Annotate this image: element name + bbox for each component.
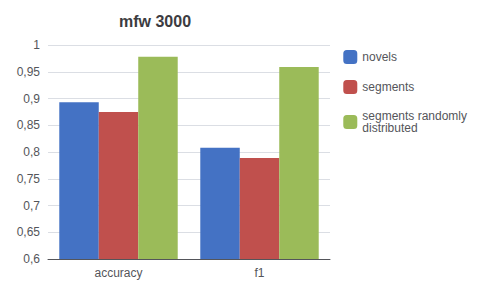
svg-text:segments: segments: [362, 80, 414, 94]
svg-text:0,8: 0,8: [23, 145, 40, 159]
svg-text:distributed: distributed: [362, 121, 417, 135]
svg-text:novels: novels: [362, 50, 397, 64]
svg-text:0,65: 0,65: [17, 225, 41, 239]
svg-text:0,7: 0,7: [23, 199, 40, 213]
svg-text:0,6: 0,6: [23, 252, 40, 266]
svg-text:f1: f1: [254, 266, 264, 280]
svg-text:0,85: 0,85: [17, 118, 41, 132]
svg-text:accuracy: accuracy: [94, 266, 142, 280]
svg-text:1: 1: [33, 38, 40, 52]
svg-text:0,95: 0,95: [17, 65, 41, 79]
svg-text:0,9: 0,9: [23, 92, 40, 106]
svg-text:segments randomly: segments randomly: [362, 109, 467, 123]
svg-text:mfw 3000: mfw 3000: [119, 13, 191, 30]
svg-text:0,75: 0,75: [17, 172, 41, 186]
